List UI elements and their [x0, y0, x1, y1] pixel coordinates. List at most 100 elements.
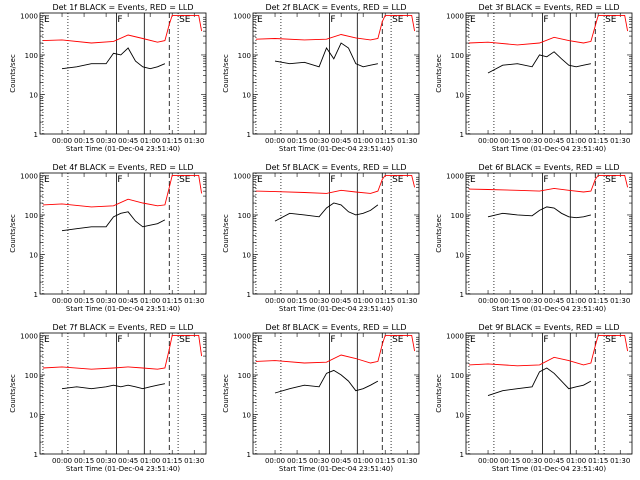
- x-tick-label: 00:15: [500, 457, 520, 465]
- x-tick-label: 00:15: [74, 297, 94, 305]
- plot-frame: [39, 332, 207, 455]
- y-tick-label: 1: [460, 291, 464, 299]
- y-tick-label: 10: [242, 251, 251, 259]
- x-tick-label: 00:30: [309, 297, 329, 305]
- y-tick-label: 100: [451, 372, 464, 380]
- panel-title: Det 3f BLACK = Events, RED = LLD: [478, 3, 619, 12]
- x-tick-label: 00:15: [287, 457, 307, 465]
- y-tick-label: 1000: [446, 332, 464, 340]
- series-lld-line: [42, 14, 203, 44]
- y-tick-label: 100: [451, 52, 464, 60]
- panel-2: Det 2f BLACK = Events, RED = LLD 1 10 100 10…: [222, 3, 420, 153]
- x-tick-label: 01:00: [353, 297, 373, 305]
- panel-4: Det 4f BLACK = Events, RED = LLD 1 10 100 10…: [9, 163, 207, 313]
- marker-label: E: [257, 175, 263, 185]
- x-tick-label: 01:00: [566, 457, 586, 465]
- x-tick-label: 00:00: [265, 297, 285, 305]
- y-tick-label: 10: [29, 411, 38, 419]
- y-tick-label: 1000: [20, 12, 38, 20]
- y-tick-label: 1000: [233, 172, 251, 180]
- x-axis-label: Start Time (01-Dec-04 23:51:40): [66, 465, 180, 473]
- x-axis-label: Start Time (01-Dec-04 23:51:40): [66, 145, 180, 153]
- marker-label: E: [44, 335, 50, 345]
- x-tick-label: 01:15: [588, 457, 608, 465]
- x-tick-label: 00:45: [331, 297, 351, 305]
- series-events-line: [487, 206, 592, 219]
- x-tick-label: 01:00: [353, 457, 373, 465]
- series-lld-line: [255, 334, 416, 364]
- x-tick-label: 00:15: [74, 137, 94, 145]
- series-lld-line: [468, 174, 629, 193]
- x-tick-label: 00:00: [478, 297, 498, 305]
- marker-label: SE: [605, 335, 617, 345]
- y-tick-label: 100: [25, 372, 38, 380]
- panel-7: Det 7f BLACK = Events, RED = LLD 1 10 100 10…: [9, 323, 207, 473]
- y-tick-label: 1000: [233, 332, 251, 340]
- y-tick-label: 1: [460, 131, 464, 139]
- x-tick-label: 00:30: [309, 137, 329, 145]
- x-tick-label: 00:30: [96, 137, 116, 145]
- series-events-line: [61, 383, 165, 390]
- x-tick-label: 01:30: [184, 457, 204, 465]
- y-axis-label: Counts/sec: [9, 54, 17, 93]
- x-axis-label: Start Time (01-Dec-04 23:51:40): [66, 305, 180, 313]
- y-axis-label: Counts/sec: [435, 54, 443, 93]
- x-tick-label: 00:30: [522, 457, 542, 465]
- marker-label: E: [257, 335, 263, 345]
- marker-label: E: [44, 175, 50, 185]
- x-tick-label: 01:30: [397, 297, 417, 305]
- plot-frame: [252, 332, 420, 455]
- series-events-line: [274, 369, 379, 394]
- series-lld-line: [255, 174, 416, 194]
- panel-title: Det 5f BLACK = Events, RED = LLD: [265, 163, 406, 172]
- x-tick-label: 00:00: [478, 137, 498, 145]
- x-tick-label: 01:30: [610, 457, 630, 465]
- series-lld-line: [42, 334, 203, 370]
- panel-title: Det 4f BLACK = Events, RED = LLD: [52, 163, 193, 172]
- y-axis-label: Counts/sec: [435, 374, 443, 413]
- x-tick-label: 01:30: [610, 137, 630, 145]
- x-axis-label: Start Time (01-Dec-04 23:51:40): [279, 145, 393, 153]
- series-events-line: [487, 367, 592, 397]
- marker-label: F: [543, 15, 548, 25]
- x-tick-label: 01:15: [588, 137, 608, 145]
- series-lld-line: [255, 14, 416, 41]
- x-tick-label: 00:45: [544, 137, 564, 145]
- series-lld-line: [42, 174, 203, 208]
- x-tick-label: 00:45: [118, 137, 138, 145]
- panel-9: Det 9f BLACK = Events, RED = LLD 1 10 100 10…: [435, 323, 633, 473]
- marker-label: E: [257, 15, 263, 25]
- series-events-line: [61, 47, 166, 70]
- marker-label: SE: [605, 175, 617, 185]
- panel-1: Det 1f BLACK = Events, RED = LLD 1 10 100 10…: [9, 3, 207, 153]
- x-tick-label: 00:45: [331, 137, 351, 145]
- marker-label: E: [470, 15, 476, 25]
- y-tick-label: 1: [34, 291, 38, 299]
- y-axis-label: Counts/sec: [9, 374, 17, 413]
- x-tick-label: 00:00: [52, 457, 72, 465]
- panel-title: Det 7f BLACK = Events, RED = LLD: [52, 323, 193, 332]
- marker-label: SE: [392, 15, 404, 25]
- panel-5: Det 5f BLACK = Events, RED = LLD 1 10 100 10…: [222, 163, 420, 313]
- x-tick-label: 00:30: [522, 137, 542, 145]
- y-axis-label: Counts/sec: [435, 214, 443, 253]
- panel-6: Det 6f BLACK = Events, RED = LLD 1 10 100 10…: [435, 163, 633, 313]
- y-tick-label: 10: [455, 91, 464, 99]
- y-tick-label: 100: [238, 212, 251, 220]
- y-tick-label: 1: [247, 291, 251, 299]
- y-axis-label: Counts/sec: [9, 214, 17, 253]
- panel-title: Det 2f BLACK = Events, RED = LLD: [265, 3, 406, 12]
- x-tick-label: 01:15: [162, 457, 182, 465]
- marker-label: SE: [179, 175, 191, 185]
- y-tick-label: 100: [238, 52, 251, 60]
- y-tick-label: 100: [238, 372, 251, 380]
- x-tick-label: 00:30: [522, 297, 542, 305]
- plot-frame: [465, 172, 633, 295]
- series-events-line: [487, 51, 591, 74]
- x-tick-label: 01:15: [375, 457, 395, 465]
- x-tick-label: 01:30: [397, 457, 417, 465]
- y-axis-label: Counts/sec: [222, 54, 230, 93]
- x-tick-label: 00:00: [52, 137, 72, 145]
- panel-title: Det 1f BLACK = Events, RED = LLD: [52, 3, 193, 12]
